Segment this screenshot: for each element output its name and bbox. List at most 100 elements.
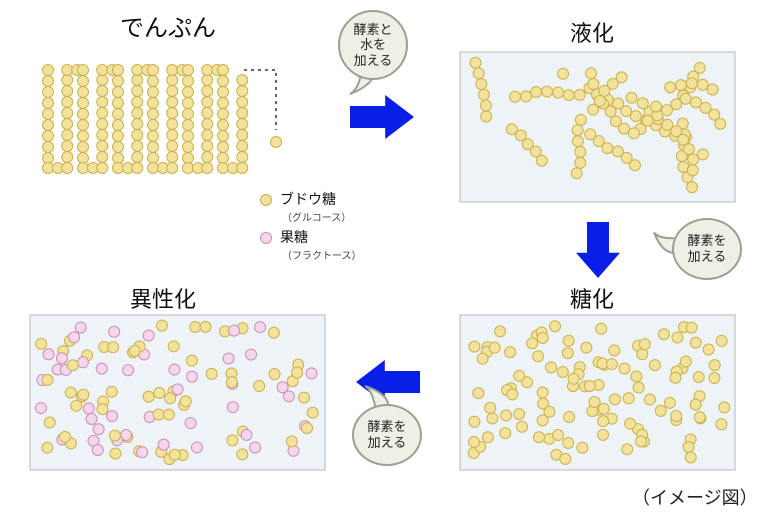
glucose-dot: [97, 65, 108, 76]
glucose-dot: [584, 381, 595, 392]
legend-glucose-label: ブドウ糖: [280, 191, 336, 207]
glucose-dot: [132, 141, 143, 152]
glucose-dot: [473, 68, 484, 79]
glucose-dot: [629, 160, 640, 171]
glucose-dot: [183, 109, 194, 120]
glucose-dot: [588, 104, 599, 115]
glucose-dot: [577, 442, 588, 453]
bubble-b3: 酵素を 加える: [352, 404, 422, 466]
glucose-dot: [542, 86, 553, 97]
glucose-dot: [546, 362, 557, 373]
glucose-dot: [113, 98, 124, 109]
glucose-dot: [537, 333, 548, 344]
glucose-dot: [132, 86, 143, 97]
glucose-dot: [113, 153, 124, 164]
fructose-dot: [261, 233, 272, 244]
glucose-dot: [168, 341, 179, 352]
glucose-dot: [108, 342, 119, 353]
glucose-dot: [148, 87, 159, 98]
legend-fructose-sub: （フラクトース）: [282, 247, 362, 262]
glucose-dot: [62, 141, 73, 152]
glucose-dot: [113, 142, 124, 153]
legend-glucose-sub: （グルコース）: [282, 209, 351, 224]
glucose-dot: [148, 65, 159, 76]
glucose-dot: [693, 371, 704, 382]
glucose-dot: [167, 108, 178, 119]
glucose-dot: [469, 341, 480, 352]
glucose-dot: [202, 75, 213, 86]
glucose-dot: [707, 84, 718, 95]
glucose-dot: [560, 453, 571, 464]
glucose-dot: [596, 323, 607, 334]
glucose-dot: [606, 359, 617, 370]
glucose-dot: [167, 86, 178, 97]
glucose-dot: [550, 321, 561, 332]
glucose-dot: [517, 421, 528, 432]
glucose-dot: [489, 342, 500, 353]
glucose-dot: [301, 423, 312, 434]
glucose-dot: [261, 195, 272, 206]
glucose-dot: [649, 360, 660, 371]
glucose-dot: [537, 387, 548, 398]
glucose-dot: [183, 163, 194, 174]
fructose-dot: [109, 326, 120, 337]
glucose-dot: [36, 338, 47, 349]
glucose-dot: [686, 78, 697, 89]
glucose-dot: [670, 372, 681, 383]
glucose-dot: [97, 119, 108, 130]
glucose-dot: [109, 430, 120, 441]
glucose-dot: [237, 152, 248, 163]
glucose-dot: [631, 371, 642, 382]
glucose-dot: [132, 119, 143, 130]
glucose-dot: [132, 163, 143, 174]
glucose-dot: [153, 409, 164, 420]
glucose-dot: [665, 82, 676, 93]
fructose-dot: [92, 445, 103, 456]
glucose-dot: [97, 75, 108, 86]
legend-fructose: 果糖（フラクトース）: [280, 227, 362, 262]
glucose-dot: [167, 163, 178, 174]
glucose-dot: [78, 76, 89, 87]
glucose-dot: [180, 396, 191, 407]
glucose-dot: [469, 437, 480, 448]
glucose-dot: [226, 377, 237, 388]
glucose-dot: [505, 347, 516, 358]
glucose-dot: [43, 109, 54, 120]
glucose-dot: [237, 86, 248, 97]
fructose-dot: [169, 364, 180, 375]
glucose-dot: [237, 163, 248, 174]
glucose-dot: [597, 429, 608, 440]
fructose-dot: [158, 439, 169, 450]
bubble-b2: 酵素を 加える: [672, 218, 742, 280]
glucose-dot: [575, 114, 586, 125]
glucose-dot: [78, 109, 89, 120]
fructose-dot: [246, 349, 257, 360]
glucose-dot: [113, 131, 124, 142]
glucose-dot: [563, 437, 574, 448]
fructose-dot: [306, 368, 317, 379]
glucose-dot: [154, 387, 165, 398]
fructose-dot: [229, 325, 240, 336]
glucose-dot: [62, 75, 73, 86]
glucose-dot: [637, 98, 648, 109]
glucose-dot: [292, 367, 303, 378]
glucose-dot: [148, 153, 159, 164]
glucose-dot: [78, 142, 89, 153]
glucose-dot: [183, 142, 194, 153]
glucose-dot: [167, 130, 178, 141]
glucose-dot: [132, 108, 143, 119]
glucose-dot: [586, 68, 597, 79]
glucose-dot: [683, 442, 694, 453]
glucose-dot: [78, 389, 89, 400]
title-sacchar: 糖化: [570, 282, 614, 314]
glucose-dot: [148, 163, 159, 174]
glucose-dot: [495, 326, 506, 337]
glucose-dot: [143, 391, 154, 402]
glucose-dot: [43, 76, 54, 87]
glucose-dot: [62, 130, 73, 141]
glucose-dot: [62, 108, 73, 119]
glucose-dot: [218, 131, 229, 142]
glucose-dot: [183, 65, 194, 76]
glucose-dot: [218, 142, 229, 153]
glucose-dot: [78, 163, 89, 174]
